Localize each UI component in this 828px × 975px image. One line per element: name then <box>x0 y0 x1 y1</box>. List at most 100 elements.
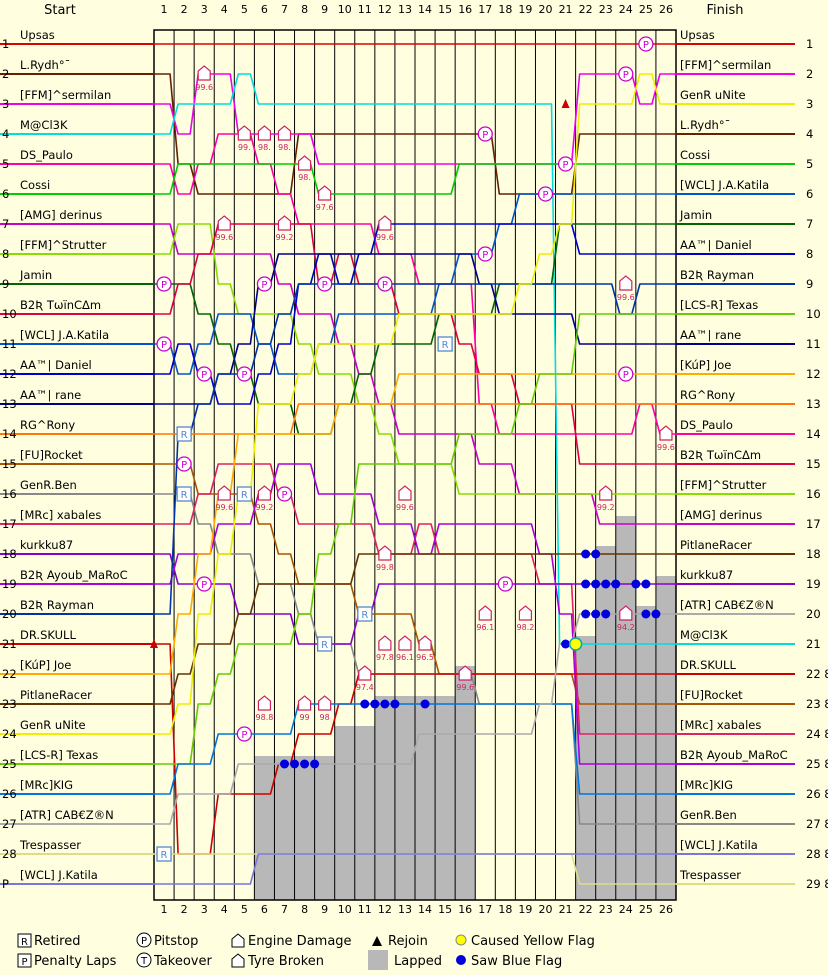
engine-damage-value: 99. <box>238 143 251 152</box>
lap-label-bottom: 4 <box>221 903 228 916</box>
start-position-label: 27 <box>2 817 17 831</box>
finish-driver-name: Upsas <box>680 28 715 42</box>
lap-label-top: 16 <box>458 3 472 16</box>
finish-position-label: 25 8 <box>806 757 828 771</box>
engine-damage-marker <box>398 485 412 501</box>
retired-marker <box>236 486 252 502</box>
lap-label-bottom: 15 <box>438 903 452 916</box>
engine-damage-value: 99.2 <box>597 503 615 512</box>
finish-position-label: 2 <box>806 67 813 81</box>
legend-label: Engine Damage <box>248 934 352 949</box>
retired-letter: R <box>181 430 188 441</box>
series-line <box>154 253 676 405</box>
start-driver-name: DS_Paulo <box>20 148 73 162</box>
engine-damage-marker <box>358 665 372 681</box>
blue-flag-marker <box>601 609 611 619</box>
start-position-label: 8 <box>2 247 9 261</box>
legend-label: Takeover <box>153 954 212 969</box>
lap-label-top: 25 <box>639 3 653 16</box>
start-driver-name: [MRc] xabales <box>20 508 101 522</box>
engine-damage-value: 98. <box>298 173 311 182</box>
engine-damage-marker <box>378 545 392 561</box>
legend-label: Tyre Broken <box>247 954 324 969</box>
finish-position-label: 3 <box>806 97 813 111</box>
start-position-label: 21 <box>2 637 17 651</box>
finish-position-label: 18 <box>806 547 821 561</box>
lap-label-top: 1 <box>161 3 168 16</box>
lap-label-top: 15 <box>438 3 452 16</box>
pitstop-marker <box>176 456 192 472</box>
engine-damage-value: 96.5 <box>416 653 434 662</box>
engine-damage-marker <box>458 665 472 681</box>
lapped-area <box>435 696 456 900</box>
engine-damage-value: 96.1 <box>476 623 494 632</box>
lap-label-top: 13 <box>398 3 412 16</box>
finish-position-label: 17 <box>806 517 821 531</box>
lapped-area <box>274 756 296 900</box>
finish-position-label: 26 8 <box>806 787 828 801</box>
start-driver-name: [AMG] derinus <box>20 208 102 222</box>
finish-driver-name: Cossi <box>680 148 710 162</box>
lap-label-top: 24 <box>619 3 633 16</box>
blue-flag-marker <box>310 759 320 769</box>
series-line <box>154 853 676 885</box>
finish-driver-name: DR.SKULL <box>680 658 736 672</box>
lap-label-bottom: 23 <box>599 903 613 916</box>
pitstop-letter: P <box>482 250 488 261</box>
pitstop-letter: P <box>623 370 629 381</box>
lapped-area <box>254 756 275 900</box>
pitstop-letter: P <box>201 580 207 591</box>
start-header: Start <box>44 3 76 18</box>
engine-damage-marker <box>257 695 272 711</box>
lap-label-top: 11 <box>358 3 372 16</box>
retired-marker <box>357 606 373 622</box>
pitstop-marker <box>618 366 634 382</box>
start-driver-name: AA™| Daniel <box>20 358 92 372</box>
start-driver-name: M@Cl3K <box>20 118 68 132</box>
start-position-label: 23 <box>2 697 17 711</box>
engine-damage-value: 98 <box>320 713 330 722</box>
series-line <box>154 403 676 435</box>
series-line <box>154 223 676 405</box>
lap-label-bottom: 24 <box>619 903 633 916</box>
pitstop-letter: P <box>623 70 629 81</box>
start-position-label: 24 <box>2 727 17 741</box>
pitstop-marker <box>317 276 333 292</box>
finish-position-label: 28 8 <box>806 847 828 861</box>
start-position-label: 19 <box>2 577 17 591</box>
start-driver-name: B2Ʀ TωïnCΔm <box>20 298 101 312</box>
finish-driver-name: [FFM]^sermilan <box>680 58 771 72</box>
pitstop-letter: P <box>502 580 508 591</box>
engine-damage-marker <box>378 215 392 231</box>
lap-label-top: 21 <box>559 3 573 16</box>
finish-driver-name: [AMG] derinus <box>680 508 762 522</box>
lap-label-bottom: 9 <box>321 903 328 916</box>
blue-flag-marker <box>370 699 380 709</box>
blue-flag-marker <box>591 609 601 619</box>
engine-damage-marker <box>478 605 492 621</box>
pitstop-marker <box>236 366 252 382</box>
lap-label-top: 19 <box>518 3 532 16</box>
start-position-label: 1 <box>2 37 9 51</box>
retired-letter: R <box>161 850 168 861</box>
lapped-area <box>455 666 476 900</box>
start-driver-name: [ATR] CAB€Z®N <box>20 808 114 822</box>
lap-label-top: 3 <box>201 3 208 16</box>
finish-position-label: 24 8 <box>806 727 828 741</box>
finish-driver-name: [WCL] J.Katila <box>680 838 758 852</box>
series-line <box>154 223 676 525</box>
lapped-area <box>575 636 597 900</box>
position-lines <box>154 43 676 885</box>
finish-driver-name: M@Cl3K <box>680 628 728 642</box>
finish-position-label: 13 <box>806 397 821 411</box>
legend-label: Penalty Laps <box>34 954 117 969</box>
pitstop-marker <box>477 126 493 142</box>
blue-flag-marker <box>611 579 621 589</box>
finish-position-label: 29 8 <box>806 877 828 891</box>
start-position-label: 7 <box>2 217 9 231</box>
legend-house-symbol <box>231 933 245 948</box>
lap-label-bottom: 21 <box>559 903 573 916</box>
start-driver-name: DR.SKULL <box>20 628 76 642</box>
pitstop-marker <box>618 66 634 82</box>
